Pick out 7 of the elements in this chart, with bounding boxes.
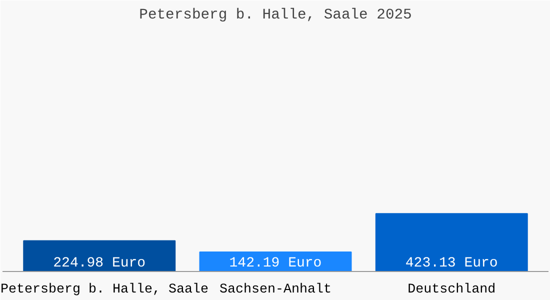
- x-tick-label: Petersberg b. Halle, Saale: [0, 282, 208, 298]
- chart-title: Petersberg b. Halle, Saale 2025: [139, 8, 412, 24]
- data-label: 142.19 Euro: [229, 256, 322, 272]
- data-label: 224.98 Euro: [53, 256, 146, 272]
- x-tick-label: Deutschland: [408, 282, 496, 298]
- data-label: 423.13 Euro: [405, 256, 498, 272]
- x-tick-label: Sachsen-Anhalt: [220, 282, 332, 298]
